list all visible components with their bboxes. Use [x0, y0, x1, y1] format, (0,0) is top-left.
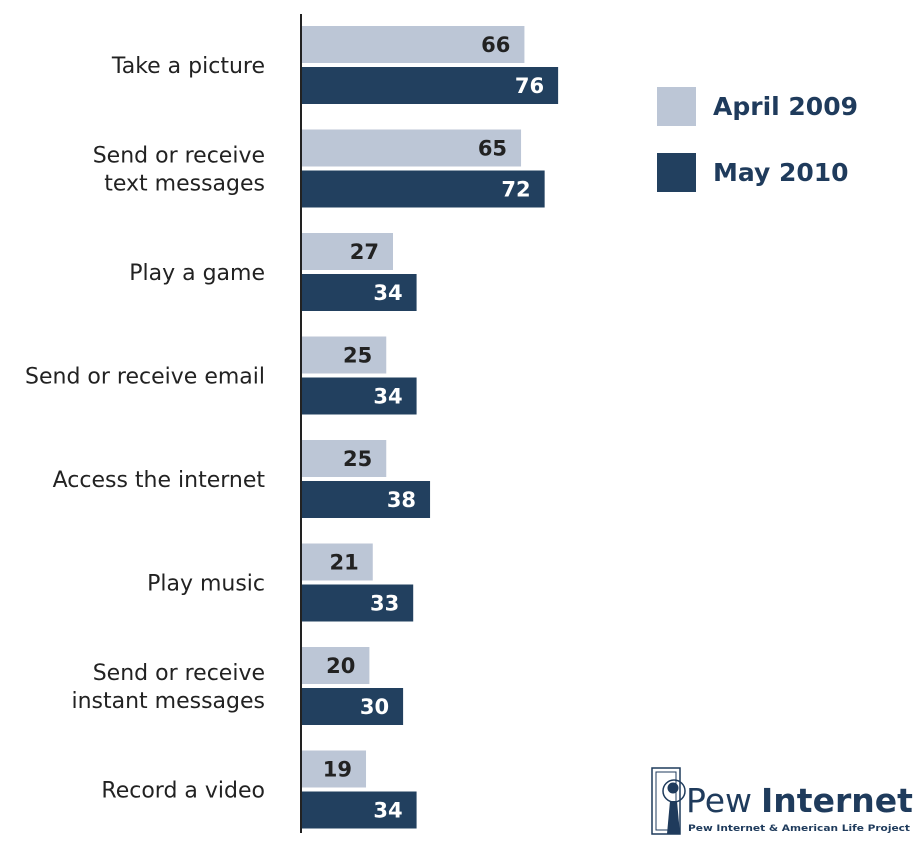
- legend-swatch: [657, 153, 696, 192]
- logo-wordmark: Pew Internet: [686, 781, 913, 820]
- bar-may-2010: [302, 791, 417, 829]
- bar-value-label: 27: [350, 240, 379, 264]
- bar-april-2009: [302, 233, 393, 270]
- category-label: Play music: [147, 572, 265, 597]
- bar-may-2010: [302, 481, 431, 518]
- legend: April 2009 May 2010: [657, 87, 858, 192]
- bar-april-2009: [302, 543, 373, 581]
- bar-april-2009: [302, 26, 525, 63]
- category-label: Send or receive: [93, 661, 265, 686]
- bar-value-label: 20: [326, 654, 355, 678]
- category-label: instant messages: [71, 689, 265, 714]
- category-labels: Take a picture Send or receive text messag…: [25, 54, 265, 804]
- bar-april-2009: [302, 750, 367, 788]
- category-label: Record a video: [101, 779, 265, 804]
- bar-april-2009: [302, 129, 522, 167]
- bar-april-2009: [302, 440, 387, 477]
- bar-may-2010: [302, 67, 559, 104]
- category-label: Send or receive email: [25, 365, 265, 390]
- bar-april-2009: [302, 647, 370, 684]
- category-label: text messages: [104, 172, 265, 197]
- pew-internet-logo: Pew Internet Pew Internet & American Life…: [651, 767, 913, 835]
- bar-april-2009: [302, 336, 387, 374]
- pew-logo-icon: [651, 767, 686, 835]
- bar-may-2010: [302, 584, 414, 622]
- bar-may-2010: [302, 170, 545, 208]
- category-label: Access the internet: [53, 468, 266, 493]
- bar-value-label: 66: [481, 33, 510, 57]
- bar-value-label: 25: [343, 447, 372, 471]
- category-label: Take a picture: [111, 54, 265, 79]
- bar-may-2010: [302, 377, 417, 415]
- logo-name-bold: Internet: [761, 781, 913, 820]
- logo-subtitle: Pew Internet & American Life Project: [688, 824, 911, 834]
- bar-value-label: 34: [373, 385, 402, 409]
- bar-value-label: 21: [330, 551, 359, 575]
- bar-value-label: 72: [501, 178, 530, 202]
- bar-value-label: 30: [360, 695, 389, 719]
- category-label: Play a game: [129, 261, 265, 286]
- bar-value-label: 33: [370, 592, 399, 616]
- legend-swatch: [657, 87, 696, 126]
- bar-value-label: 34: [373, 281, 402, 305]
- bar-value-label: 38: [387, 488, 416, 512]
- bar-may-2010: [302, 274, 417, 311]
- bar-may-2010: [302, 688, 404, 725]
- bar-value-label: 25: [343, 344, 372, 368]
- legend-label: April 2009: [713, 92, 858, 121]
- legend-label: May 2010: [713, 158, 849, 187]
- bar-value-label: 76: [515, 74, 544, 98]
- bar-value-label: 19: [323, 758, 352, 782]
- bar-value-label: 34: [373, 799, 402, 823]
- bar-value-label: 65: [478, 137, 507, 161]
- category-label: Send or receive: [93, 144, 265, 169]
- logo-name: Pew: [686, 781, 752, 820]
